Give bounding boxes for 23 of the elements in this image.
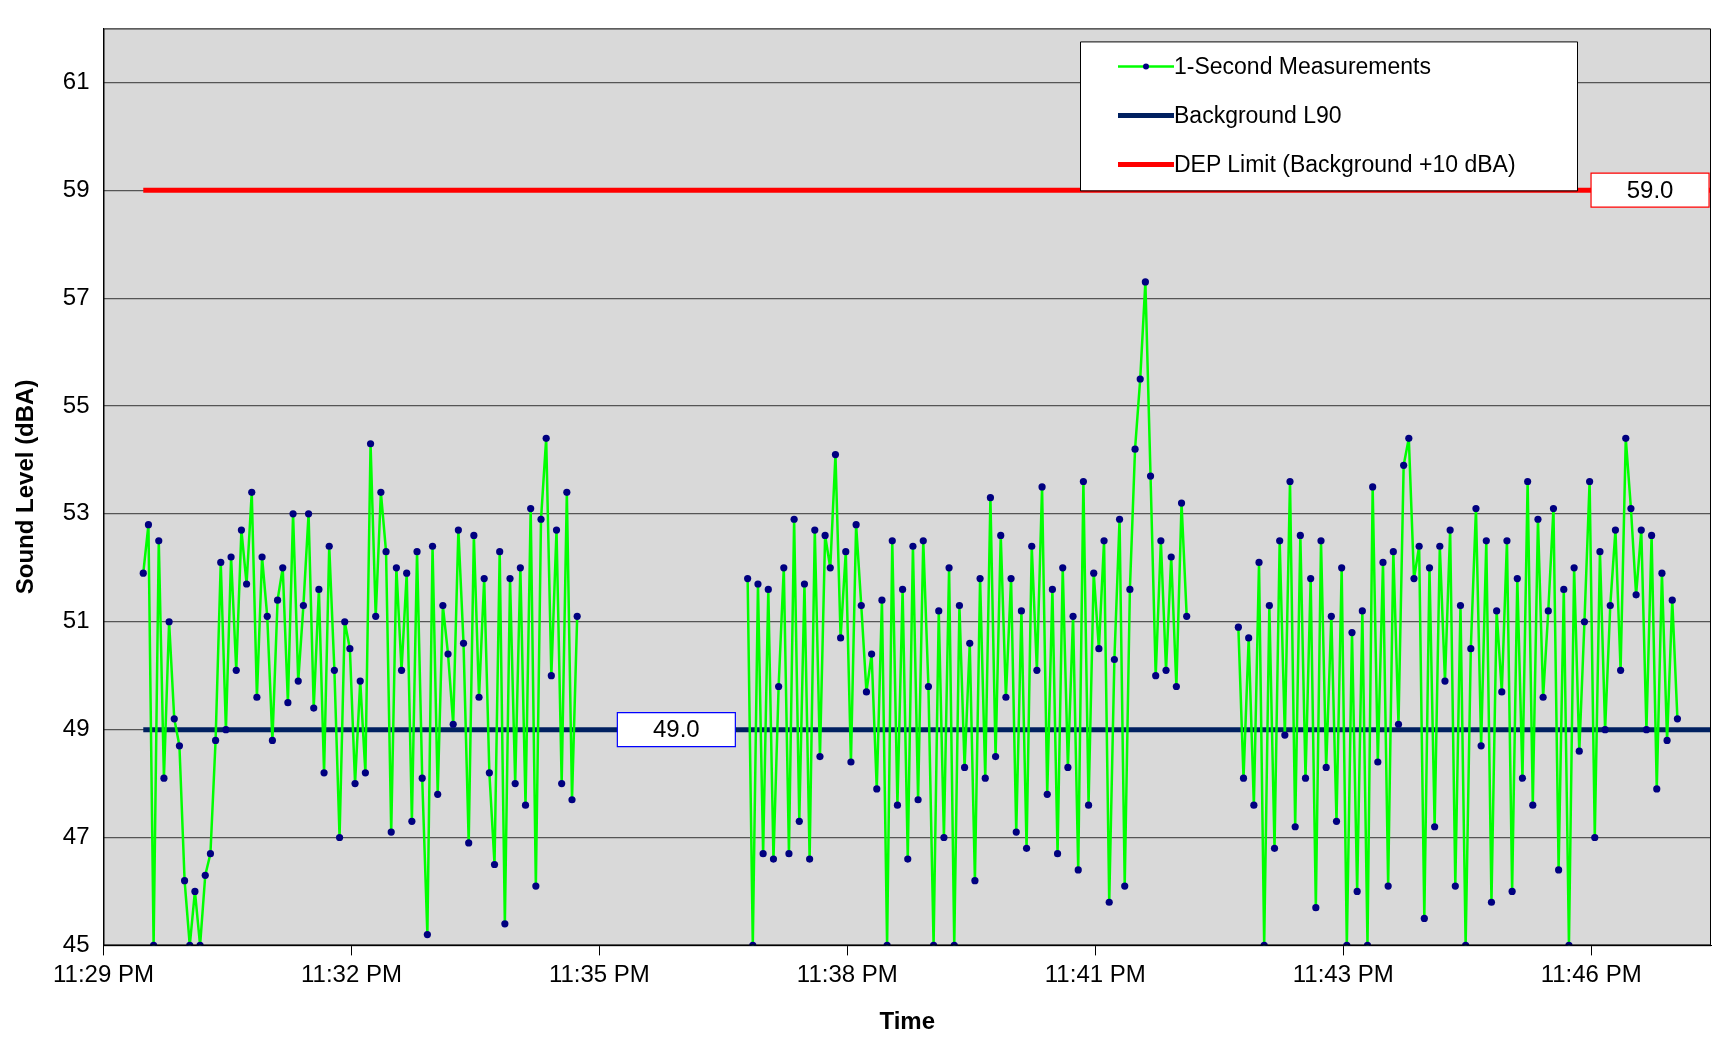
x-tick-label: 11:38 PM: [796, 960, 898, 988]
x-axis-title: Time: [879, 1007, 936, 1035]
legend-label: Background L90: [1174, 101, 1342, 128]
y-tick-label: 49: [62, 714, 90, 742]
x-tick-label: 11:41 PM: [1044, 960, 1146, 988]
annotation: 59.0: [1626, 175, 1674, 203]
annotation: 49.0: [652, 715, 700, 743]
y-tick-label: 53: [62, 498, 90, 526]
y-tick-label: 57: [62, 282, 90, 310]
x-tick-label: 11:32 PM: [300, 960, 402, 988]
x-tick-label: 11:46 PM: [1540, 960, 1642, 988]
y-axis-title: Sound Level (dBA): [11, 379, 39, 595]
x-tick-label: 11:43 PM: [1292, 960, 1394, 988]
y-tick-label: 61: [62, 66, 90, 94]
x-tick-label: 11:35 PM: [548, 960, 650, 988]
x-tick-label: 11:29 PM: [53, 960, 154, 988]
y-tick-label: 55: [62, 390, 90, 418]
y-tick-label: 51: [62, 606, 90, 634]
legend-label: DEP Limit (Background +10 dBA): [1174, 150, 1516, 177]
y-tick-label: 59: [62, 174, 90, 202]
y-tick-label: 45: [62, 930, 90, 958]
legend-label: 1-Second Measurements: [1174, 52, 1431, 79]
y-tick-label: 47: [62, 822, 90, 850]
